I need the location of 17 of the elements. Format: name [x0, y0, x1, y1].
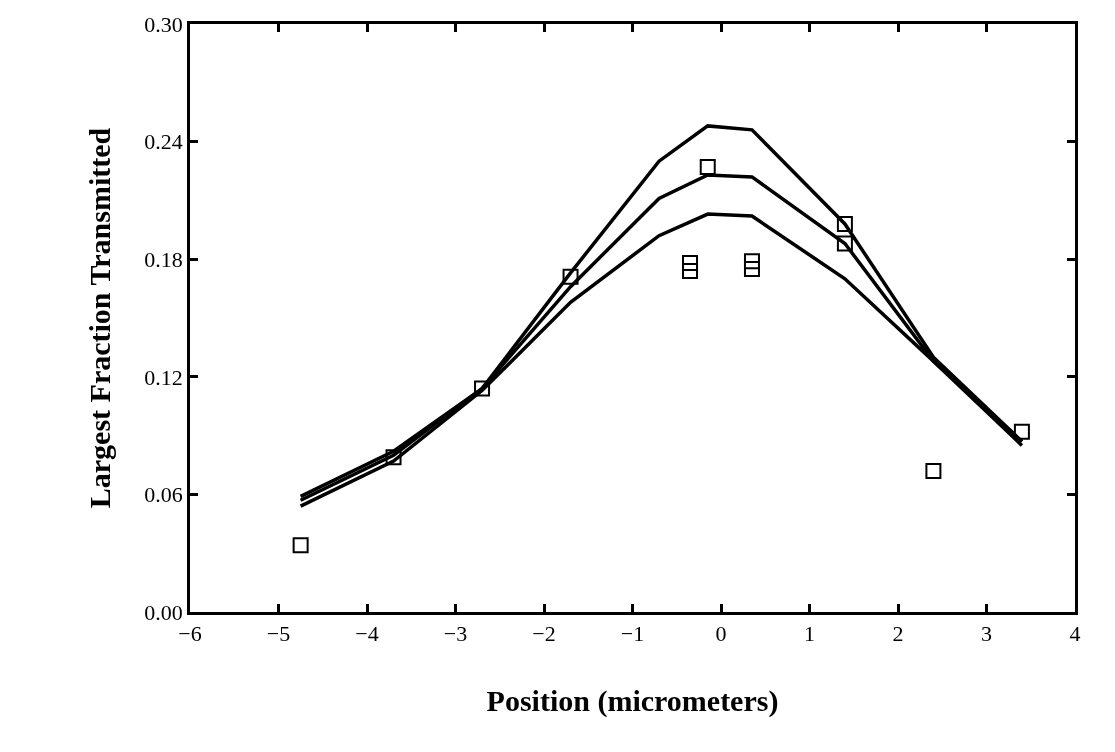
y-tick-label: 0.18: [144, 246, 183, 272]
x-tick-label: 4: [1069, 621, 1081, 647]
x-tick-label: −5: [266, 621, 291, 647]
x-tick-label: −2: [532, 621, 556, 647]
y-tick-label: 0.30: [144, 11, 183, 37]
y-tick-label: 0.24: [144, 129, 183, 155]
x-tick-label: −4: [355, 621, 379, 647]
x-tick-label: −3: [443, 621, 468, 647]
x-axis-title: Position (micrometers): [486, 683, 779, 718]
y-tick-label: 0.06: [144, 482, 183, 508]
y-tick-label: 0.12: [144, 364, 183, 390]
x-tick-label: −1: [620, 621, 645, 647]
x-tick-label: 1: [804, 621, 815, 647]
x-tick-label: 0: [715, 621, 727, 647]
x-tick-label: 3: [981, 621, 992, 647]
y-axis-title: Largest Fraction Transmitted: [83, 127, 117, 509]
x-tick-label: 2: [892, 621, 904, 647]
